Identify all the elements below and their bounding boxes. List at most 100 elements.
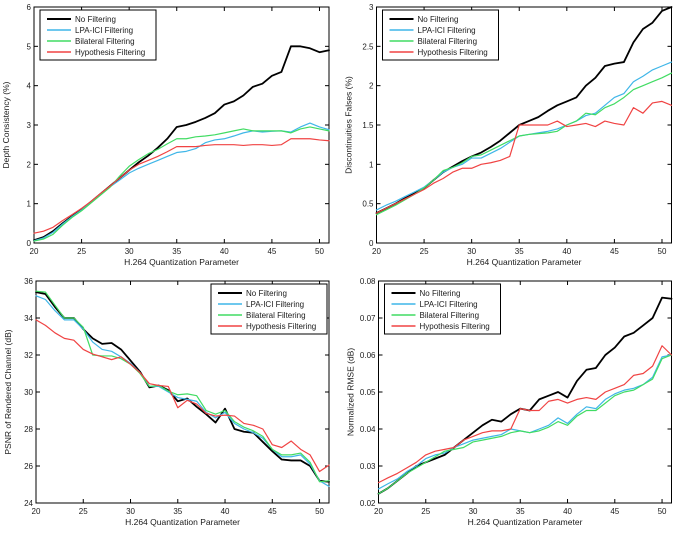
y-tick-label: 24 xyxy=(24,499,33,508)
series-line-bilateral-filtering xyxy=(375,72,673,216)
y-tick-label: 3 xyxy=(369,3,374,12)
subplot-depth-consistency: 20 25 30 35 40 45 50 0 1 2 3 4 5 6 H.264 Quantization … xyxy=(0,0,342,273)
y-tick-label: 1 xyxy=(369,160,374,169)
subplot-discontinuities-falses: 20 25 30 35 40 45 50 0 0.5 1 1.5 2 2.5 3 H.264 Quantiz… xyxy=(342,0,685,273)
x-tick-label: 20 xyxy=(372,247,381,256)
x-tick-label: 35 xyxy=(516,507,525,516)
legend-label: Hypothesis Filtering xyxy=(420,322,490,331)
subplot-normalized-rmse: 20 25 30 35 40 45 50 0.02 0.03 0.04 0.05 0.06 0.07 0.… xyxy=(342,273,685,547)
y-axis-label: PSNR of Rendered Channel (dB) xyxy=(3,329,13,454)
y-tick-label: 32 xyxy=(24,351,33,360)
x-axis-label: H.264 Quantization Parameter xyxy=(467,257,582,267)
x-tick-label: 45 xyxy=(610,247,619,256)
series-line-lpa-ici-filtering xyxy=(375,61,673,211)
x-tick-label: 25 xyxy=(420,247,429,256)
y-tick-label: 4 xyxy=(27,82,32,91)
legend-label: LPA-ICI Filtering xyxy=(420,300,478,309)
x-tick-label: 40 xyxy=(563,507,572,516)
y-tick-label: 34 xyxy=(24,314,33,323)
legend-label: No Filtering xyxy=(75,15,116,24)
x-tick-label: 25 xyxy=(77,247,86,256)
legend-label: Hypothesis Filtering xyxy=(75,48,145,57)
y-axis-label: Depth Consistency (%) xyxy=(1,81,11,168)
y-tick-label: 0.02 xyxy=(360,499,376,508)
x-tick-label: 40 xyxy=(220,247,229,256)
legend-label: No Filtering xyxy=(246,289,287,298)
series-line-hypothesis-filtering xyxy=(35,319,330,473)
y-tick-label: 0.06 xyxy=(360,351,376,360)
series-line-lpa-ici-filtering xyxy=(377,354,673,490)
series-line-bilateral-filtering xyxy=(33,126,330,242)
subplot-psnr-rendered-channel: 20 25 30 35 40 45 50 24 26 28 30 32 34 36 H.264 Quanti… xyxy=(0,273,342,547)
y-tick-label: 0.07 xyxy=(360,314,376,323)
y-tick-label: 0 xyxy=(27,239,32,248)
y-tick-label: 0.04 xyxy=(360,425,376,434)
x-tick-label: 50 xyxy=(658,507,667,516)
series-line-hypothesis-filtering xyxy=(33,138,330,234)
y-tick-label: 1 xyxy=(27,200,32,209)
y-axis-label: Normalized RMSE (dB) xyxy=(346,348,356,436)
x-tick-label: 30 xyxy=(467,247,476,256)
legend: No Filtering LPA-ICI Filtering Bilateral F… xyxy=(210,283,328,335)
legend: No Filtering LPA-ICI Filtering Bilateral F… xyxy=(384,283,501,335)
x-tick-label: 50 xyxy=(658,247,667,256)
legend-label: LPA-ICI Filtering xyxy=(246,300,304,309)
x-tick-label: 35 xyxy=(173,507,182,516)
legend-label: Bilateral Filtering xyxy=(75,37,135,46)
x-tick-label: 20 xyxy=(32,507,41,516)
y-tick-label: 0 xyxy=(369,239,374,248)
legend-label: LPA-ICI Filtering xyxy=(75,26,133,35)
y-tick-label: 0.5 xyxy=(362,200,374,209)
legend-label: Hypothesis Filtering xyxy=(246,322,316,331)
x-tick-label: 40 xyxy=(221,507,230,516)
y-axis-label: Discontinuities Falses (%) xyxy=(344,76,354,174)
x-tick-label: 50 xyxy=(315,247,324,256)
x-tick-label: 50 xyxy=(315,507,324,516)
y-tick-label: 3 xyxy=(27,121,32,130)
series-line-lpa-ici-filtering xyxy=(33,122,330,242)
legend-label: Bilateral Filtering xyxy=(246,311,306,320)
x-tick-label: 35 xyxy=(515,247,524,256)
y-tick-label: 0.05 xyxy=(360,388,376,397)
x-tick-label: 20 xyxy=(30,247,39,256)
legend: No Filtering LPA-ICI Filtering Bilateral F… xyxy=(382,9,499,61)
legend-label: Bilateral Filtering xyxy=(418,37,478,46)
y-tick-label: 5 xyxy=(27,42,32,51)
y-tick-label: 28 xyxy=(24,425,33,434)
chart-canvas-2: 20 25 30 35 40 45 50 24 26 28 30 32 34 36 H.264 Quanti… xyxy=(3,277,330,527)
legend: No Filtering LPA-ICI Filtering Bilateral F… xyxy=(39,9,157,61)
y-tick-label: 1.5 xyxy=(362,121,374,130)
y-tick-label: 26 xyxy=(24,462,33,471)
chart-canvas-3: 20 25 30 35 40 45 50 0.02 0.03 0.04 0.05 0.06 0.07 0.… xyxy=(346,277,673,527)
legend-label: Bilateral Filtering xyxy=(420,311,480,320)
legend-label: No Filtering xyxy=(420,289,461,298)
y-tick-label: 2 xyxy=(27,160,32,169)
y-tick-label: 30 xyxy=(24,388,33,397)
x-axis-label: H.264 Quantization Parameter xyxy=(124,257,239,267)
legend-label: Hypothesis Filtering xyxy=(418,48,488,57)
y-tick-label: 2.5 xyxy=(362,42,374,51)
x-tick-label: 45 xyxy=(610,507,619,516)
y-tick-label: 36 xyxy=(24,277,33,286)
chart-canvas-1: 20 25 30 35 40 45 50 0 0.5 1 1.5 2 2.5 3 H.264 Quantiz… xyxy=(344,3,673,267)
x-axis-label: H.264 Quantization Parameter xyxy=(468,517,583,527)
x-tick-label: 45 xyxy=(268,507,277,516)
x-tick-label: 35 xyxy=(172,247,181,256)
y-tick-label: 6 xyxy=(27,3,32,12)
series-line-hypothesis-filtering xyxy=(377,345,673,484)
x-tick-label: 30 xyxy=(469,507,478,516)
x-tick-label: 45 xyxy=(267,247,276,256)
y-tick-label: 2 xyxy=(369,82,374,91)
series-line-bilateral-filtering xyxy=(377,354,673,495)
x-tick-label: 25 xyxy=(79,507,88,516)
legend-label: No Filtering xyxy=(418,15,459,24)
y-tick-label: 0.08 xyxy=(360,277,376,286)
x-tick-label: 30 xyxy=(125,247,134,256)
x-tick-label: 40 xyxy=(562,247,571,256)
series-line-bilateral-filtering xyxy=(35,290,330,483)
x-tick-label: 20 xyxy=(374,507,383,516)
legend-label: LPA-ICI Filtering xyxy=(418,26,476,35)
x-axis-label: H.264 Quantization Parameter xyxy=(125,517,240,527)
